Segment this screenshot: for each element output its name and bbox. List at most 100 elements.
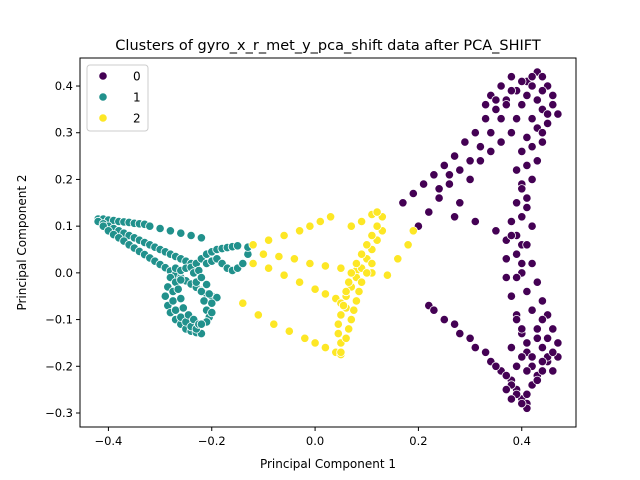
x-axis-label: Principal Component 1: [260, 457, 396, 471]
point-cluster-2: [274, 251, 284, 262]
point-cluster-2: [269, 319, 279, 329]
point-cluster-1: [199, 296, 209, 306]
point-cluster-0: [501, 370, 511, 381]
point-cluster-0: [506, 291, 516, 301]
point-cluster-2: [341, 286, 351, 297]
point-cluster-0: [527, 258, 537, 269]
point-cluster-1: [176, 228, 186, 238]
point-cluster-0: [501, 272, 511, 283]
point-cluster-2: [279, 230, 289, 241]
point-cluster-0: [553, 338, 563, 348]
point-cluster-2: [346, 314, 356, 325]
x-tick-label: 0.0: [306, 434, 324, 448]
point-cluster-1: [196, 319, 206, 329]
point-cluster-2: [263, 263, 274, 273]
point-cluster-0: [517, 146, 527, 156]
point-cluster-0: [548, 347, 558, 357]
point-cluster-0: [527, 72, 537, 82]
point-cluster-1: [196, 272, 206, 283]
point-cluster-0: [424, 207, 434, 217]
x-tick-label: 0.4: [513, 434, 531, 448]
y-axis-label: Principal Component 2: [15, 174, 29, 310]
point-cluster-2: [344, 324, 354, 334]
point-cluster-1: [178, 303, 188, 313]
point-cluster-0: [486, 146, 496, 156]
point-cluster-0: [511, 165, 522, 175]
x-tick-label: −0.4: [94, 434, 122, 448]
point-cluster-2: [346, 268, 356, 278]
point-cluster-0: [439, 160, 449, 170]
point-cluster-0: [460, 137, 470, 147]
point-cluster-0: [455, 165, 465, 175]
point-cluster-1: [155, 223, 165, 234]
point-cluster-0: [537, 128, 548, 138]
point-cluster-2: [315, 216, 325, 227]
point-cluster-0: [527, 305, 537, 315]
point-cluster-2: [258, 249, 268, 259]
point-cluster-0: [506, 86, 516, 96]
x-axis: −0.4 −0.2 0.0 0.2 0.4: [94, 427, 531, 448]
point-cluster-0: [506, 72, 516, 82]
point-cluster-0: [439, 314, 449, 325]
point-cluster-0: [480, 114, 491, 124]
x-tick-label: 0.2: [409, 434, 427, 448]
point-cluster-0: [465, 156, 475, 166]
point-cluster-2: [253, 310, 263, 320]
point-cluster-0: [537, 296, 548, 306]
point-cluster-0: [491, 226, 501, 236]
point-cluster-0: [548, 100, 558, 110]
point-cluster-0: [434, 193, 444, 203]
point-cluster-2: [333, 319, 343, 329]
point-cluster-0: [465, 333, 475, 343]
point-cluster-0: [449, 151, 460, 161]
point-cluster-0: [522, 132, 532, 142]
point-cluster-0: [537, 356, 548, 367]
point-cluster-1: [145, 221, 155, 231]
point-cluster-2: [325, 212, 336, 222]
point-cluster-0: [532, 375, 542, 385]
point-cluster-2: [393, 254, 403, 264]
point-cluster-0: [522, 202, 532, 213]
point-cluster-0: [517, 100, 527, 110]
point-cluster-0: [475, 156, 485, 166]
point-cluster-0: [532, 324, 542, 334]
point-cluster-2: [289, 254, 299, 264]
legend-label-1: 1: [133, 91, 141, 105]
point-cluster-1: [204, 289, 214, 299]
point-cluster-2: [294, 277, 305, 287]
point-cluster-1: [168, 296, 178, 306]
point-cluster-0: [532, 277, 542, 287]
point-cluster-0: [449, 319, 460, 329]
point-cluster-0: [491, 95, 501, 105]
point-cluster-2: [248, 240, 258, 250]
point-cluster-2: [408, 226, 418, 236]
point-cluster-0: [517, 398, 527, 409]
point-cluster-2: [320, 261, 330, 271]
point-cluster-2: [362, 268, 372, 278]
point-cluster-0: [522, 193, 532, 203]
point-cluster-0: [511, 198, 522, 208]
legend-label-0: 0: [133, 70, 141, 84]
point-cluster-0: [496, 114, 506, 124]
point-cluster-2: [336, 347, 346, 357]
point-cluster-0: [455, 198, 465, 208]
point-cluster-2: [346, 221, 356, 231]
point-cluster-2: [349, 305, 359, 315]
point-cluster-1: [196, 286, 206, 297]
point-cluster-0: [527, 174, 537, 184]
point-cluster-0: [517, 352, 527, 362]
point-cluster-0: [501, 254, 511, 264]
y-tick-label: 0.0: [55, 266, 73, 280]
point-cluster-2: [356, 277, 367, 287]
point-cluster-0: [517, 184, 527, 194]
y-tick-label: −0.2: [45, 359, 73, 373]
point-cluster-0: [511, 361, 522, 371]
point-cluster-2: [367, 258, 377, 269]
point-cluster-0: [480, 347, 491, 357]
point-cluster-2: [362, 240, 372, 250]
point-cluster-0: [522, 366, 532, 376]
point-cluster-0: [506, 394, 516, 404]
point-cluster-2: [320, 289, 330, 299]
point-cluster-0: [548, 90, 558, 101]
